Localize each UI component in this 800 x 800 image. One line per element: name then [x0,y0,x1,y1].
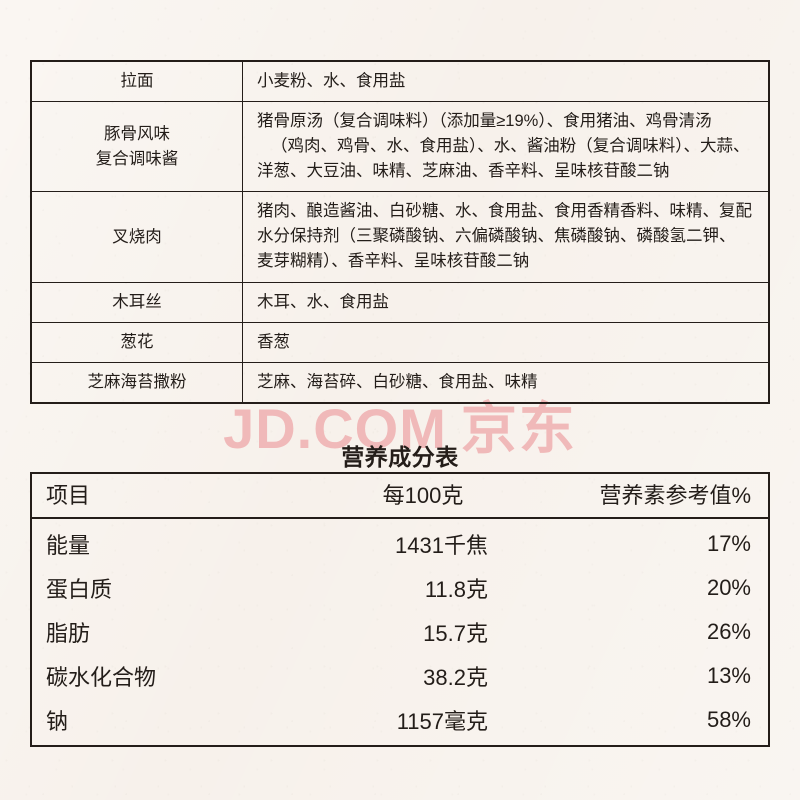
composition-line: （鸡肉、鸡骨、水、食用盐）、水、酱油粉（复合调味料）、大蒜、 [271,137,750,156]
column-header-per-100g: 每100克 [332,473,514,519]
table-row: 木耳丝 木耳、水、食用盐 [30,281,770,323]
table-row: 豚骨风味 复合调味酱 猪骨原汤（复合调味料）（添加量≥19%）、食用猪油、鸡骨清… [30,101,770,193]
ingredient-component-name: 木耳丝 [30,281,243,323]
nutrition-facts-table: 项目 每100克 营养素参考值% 能量 1431千焦 17% 蛋白质 11.8克… [30,472,770,747]
table-row: 叉烧肉 猪肉、酿造酱油、白砂糖、水、食用盐、食用香精香料、味精、复配 水分保持剂… [30,191,770,283]
ingredient-composition: 小麦粉、水、食用盐 [242,60,770,103]
ingredient-composition: 木耳、水、食用盐 [242,281,770,323]
nutrient-amount: 15.7克 [423,621,488,646]
table-row: 芝麻海苔撒粉 芝麻、海苔碎、白砂糖、食用盐、味精 [30,361,770,404]
composition-line: 洋葱、大豆油、味精、芝麻油、香辛料、呈味核苷酸二钠 [257,162,670,181]
composition-line: 芝麻、海苔碎、白砂糖、食用盐、味精 [257,372,538,391]
jd-watermark: JD.COM 京东 [0,384,800,465]
nutrient-amount: 1431千焦 [395,533,488,558]
nutrient-amount: 1157毫克 [396,709,488,734]
ingredient-composition: 猪肉、酿造酱油、白砂糖、水、食用盐、食用香精香料、味精、复配 水分保持剂（三聚磷… [242,191,770,283]
ingredient-composition: 芝麻、海苔碎、白砂糖、食用盐、味精 [242,361,770,404]
ingredient-component-name: 芝麻海苔撒粉 [30,361,243,404]
nutrition-table-title: 营养成分表 [341,444,459,470]
nutrient-name: 能量 [46,533,91,558]
table-row: 拉面 小麦粉、水、食用盐 [30,60,770,103]
watermark-chinese-text: 京东 [460,397,577,460]
composition-line: 香葱 [257,332,290,351]
nutrient-nrv: 20% [706,575,751,600]
composition-line: 小麦粉、水、食用盐 [257,72,406,90]
nutrient-name: 钠 [46,709,69,734]
nutrient-nrv: 58% [706,707,751,732]
nutrient-name: 碳水化合物 [46,665,157,690]
column-header-item: 项目 [31,473,332,519]
composition-line: 猪肉、酿造酱油、白砂糖、水、食用盐、食用香精香料、味精、复配 [257,202,752,221]
composition-line: 水分保持剂（三聚磷酸钠、六偏磷酸钠、焦磷酸钠、磷酸氢二钾、 [257,227,736,246]
composition-line: 麦芽糊精）、香辛料、呈味核苷酸二钠 [257,252,530,271]
nutrient-name: 脂肪 [46,621,91,646]
table-row: 脂肪 15.7克 26% [31,610,769,654]
table-row: 碳水化合物 38.2克 13% [31,654,769,698]
watermark-latin-text: JD.COM [223,397,447,460]
column-header-nrv-percent: 营养素参考值% [514,473,769,519]
ingredient-component-name: 葱花 [30,321,243,363]
table-row: 葱花 香葱 [30,321,770,363]
ingredients-table: 拉面 小麦粉、水、食用盐 豚骨风味 复合调味酱 猪骨原汤（复合调味料）（添加量≥… [30,60,770,404]
nutrient-nrv: 13% [706,663,751,688]
ingredient-component-name: 拉面 [30,60,243,103]
nutrient-nrv: 26% [706,619,751,644]
composition-line: 猪骨原汤（复合调味料）（添加量≥19%）、食用猪油、鸡骨清汤 [257,112,712,131]
ingredient-composition: 香葱 [242,321,770,363]
table-row: 钠 1157毫克 58% [31,698,769,746]
nutrient-amount: 38.2克 [423,665,488,690]
component-name-line-1: 豚骨风味 [104,124,170,143]
ingredient-component-name: 叉烧肉 [30,191,243,283]
nutrient-name: 蛋白质 [46,577,113,602]
nutrient-amount: 11.8克 [424,577,488,602]
nutrient-nrv: 17% [706,531,751,556]
composition-line: 木耳、水、食用盐 [257,292,389,311]
table-row: 能量 1431千焦 17% [31,518,769,566]
ingredient-composition: 猪骨原汤（复合调味料）（添加量≥19%）、食用猪油、鸡骨清汤 （鸡肉、鸡骨、水、… [242,101,770,193]
component-name-line-2: 复合调味酱 [95,149,179,168]
ingredient-component-name: 豚骨风味 复合调味酱 [30,101,243,193]
nutrition-header-row: 项目 每100克 营养素参考值% [31,473,769,519]
table-row: 蛋白质 11.8克 20% [31,566,769,610]
